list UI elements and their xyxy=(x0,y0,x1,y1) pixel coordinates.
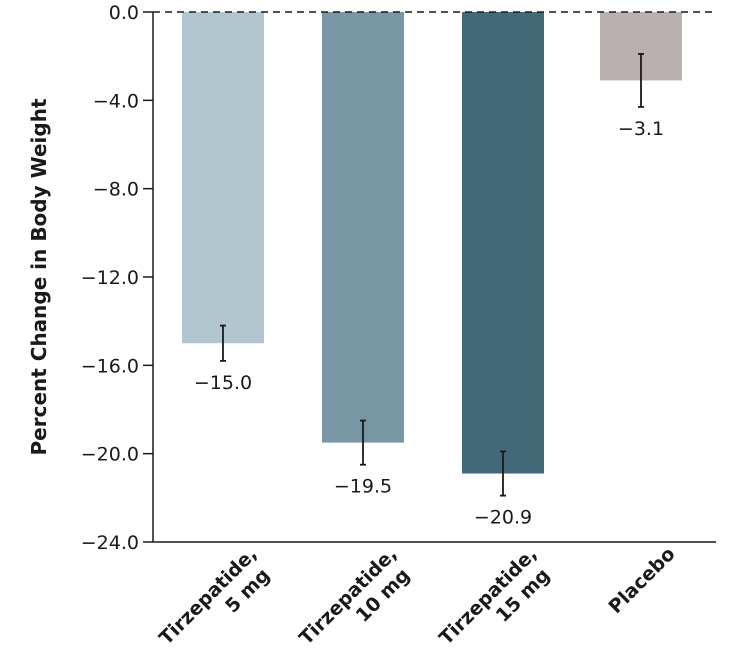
y-tick-label: 0.0 xyxy=(109,2,139,24)
y-tick-label: −4.0 xyxy=(93,90,139,112)
error-bar xyxy=(360,419,366,466)
bar-value-label: −3.1 xyxy=(618,118,664,140)
y-tick-label: −16.0 xyxy=(81,355,139,377)
bar-value-label: −19.5 xyxy=(334,476,392,498)
category-label-line1: Placebo xyxy=(605,543,680,618)
y-tick-label: −12.0 xyxy=(81,267,139,289)
bar xyxy=(322,12,404,443)
y-tick-label: −8.0 xyxy=(93,179,139,201)
error-bar xyxy=(220,324,226,362)
bar-value-label: −20.9 xyxy=(474,507,532,529)
error-bar xyxy=(638,53,644,108)
category-label: Placebo xyxy=(605,543,680,618)
y-tick-label: −20.0 xyxy=(81,444,139,466)
bar xyxy=(182,12,264,344)
bar-value-label: −15.0 xyxy=(194,372,252,394)
y-axis-title: Percent Change in Body Weight xyxy=(27,98,51,455)
y-tick-label: −24.0 xyxy=(81,532,139,554)
category-label: Tirzepatide,5 mg xyxy=(155,543,274,649)
category-label: Tirzepatide,10 mg xyxy=(295,543,414,649)
error-bar xyxy=(500,450,506,497)
category-label: Tirzepatide,15 mg xyxy=(435,543,554,649)
bar xyxy=(462,12,544,474)
